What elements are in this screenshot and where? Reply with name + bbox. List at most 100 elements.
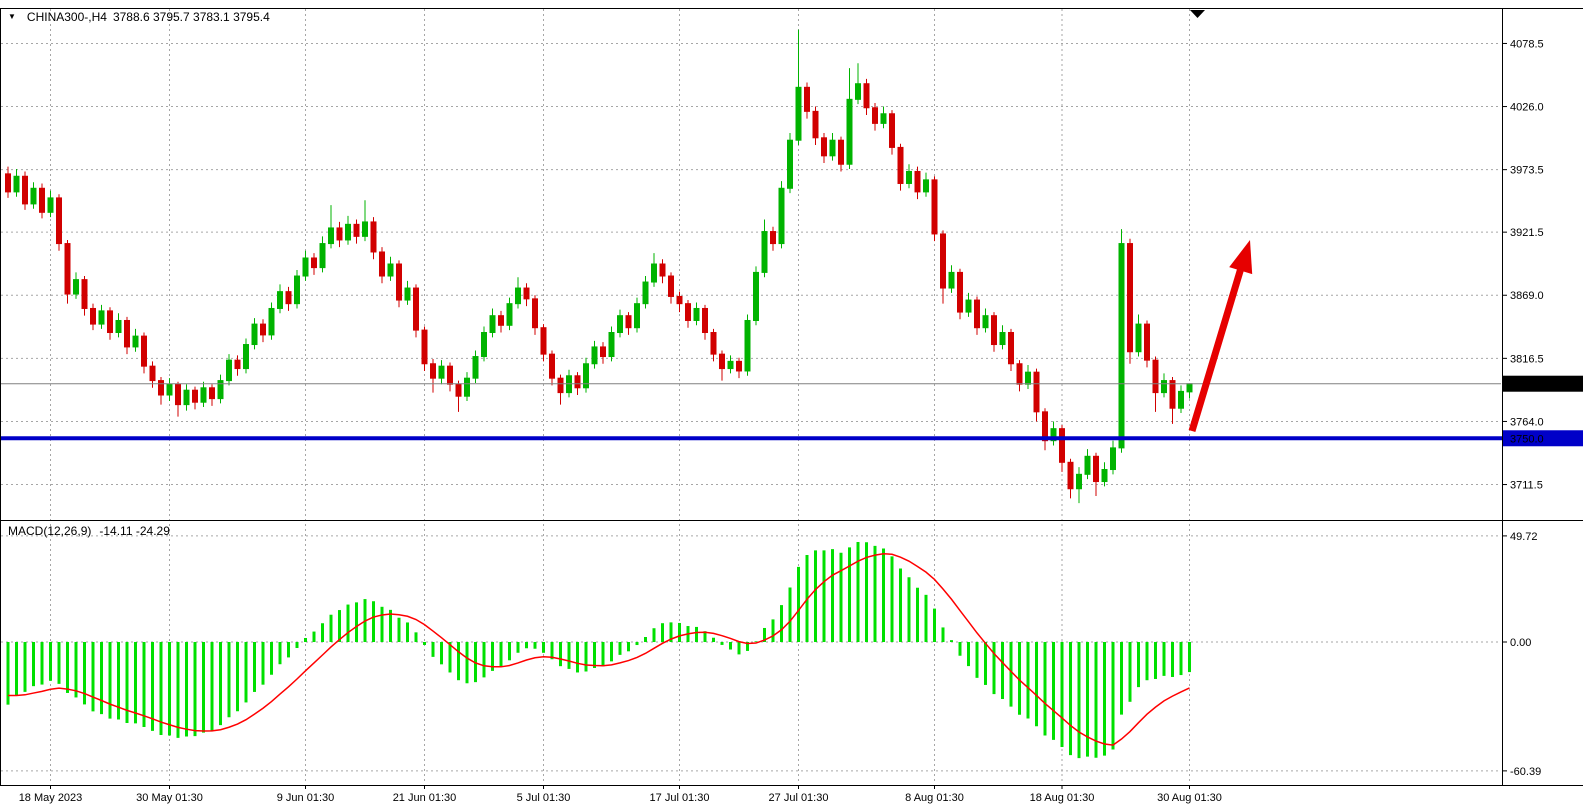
candle bbox=[260, 319, 266, 343]
candle bbox=[651, 253, 657, 287]
candle bbox=[268, 302, 275, 340]
candle bbox=[948, 265, 955, 293]
svg-text:3750.0: 3750.0 bbox=[1510, 433, 1544, 445]
candle bbox=[226, 354, 232, 386]
candle bbox=[379, 247, 385, 284]
indicator-values: -14.11 -24.29 bbox=[99, 524, 170, 538]
candle bbox=[362, 200, 368, 242]
candle bbox=[676, 291, 683, 313]
candle bbox=[1050, 421, 1057, 446]
candle bbox=[532, 295, 538, 335]
candle bbox=[991, 312, 997, 352]
candle bbox=[625, 312, 632, 335]
candle bbox=[13, 169, 20, 197]
candle bbox=[770, 226, 776, 251]
candle bbox=[39, 183, 45, 219]
candle bbox=[209, 384, 215, 406]
candle bbox=[668, 272, 674, 304]
candle bbox=[727, 355, 734, 374]
svg-text:4026.0: 4026.0 bbox=[1510, 102, 1544, 114]
time-axis-label: 18 May 2023 bbox=[19, 792, 83, 804]
candle bbox=[447, 362, 453, 392]
candle bbox=[1186, 383, 1193, 399]
candle bbox=[345, 215, 351, 245]
candle bbox=[906, 164, 912, 189]
candle bbox=[821, 132, 827, 164]
candle bbox=[234, 355, 241, 376]
candle bbox=[141, 332, 147, 374]
chart-title: ▼ CHINA300-,H4 3788.6 3795.7 3783.1 3795.4 bbox=[8, 10, 270, 24]
candle bbox=[251, 318, 258, 350]
price-axis[interactable]: 4078.5 4026.0 3973.5 3921.5 3869.0 3816.5 3764… bbox=[1502, 38, 1544, 492]
candle bbox=[90, 303, 96, 331]
candle bbox=[81, 276, 88, 316]
current-price-tag: 3795.4 bbox=[1503, 375, 1583, 392]
candle bbox=[22, 171, 28, 210]
candles-series bbox=[5, 29, 1193, 504]
candle bbox=[897, 143, 904, 191]
candle bbox=[1067, 458, 1074, 499]
candle bbox=[1127, 238, 1133, 364]
candle bbox=[1016, 360, 1023, 392]
candle bbox=[1101, 462, 1108, 487]
candle bbox=[438, 360, 445, 385]
candle bbox=[472, 350, 479, 383]
candle bbox=[455, 380, 462, 412]
candle bbox=[1178, 385, 1184, 414]
time-axis-label: 21 Jun 01:30 bbox=[393, 792, 457, 804]
time-axis-label: 8 Aug 01:30 bbox=[905, 792, 964, 804]
candle bbox=[1144, 320, 1150, 368]
candle bbox=[923, 172, 929, 197]
candle bbox=[787, 132, 793, 194]
svg-text:3869.0: 3869.0 bbox=[1510, 290, 1544, 302]
candle bbox=[617, 309, 623, 338]
candle bbox=[319, 236, 326, 273]
candle bbox=[175, 381, 181, 417]
time-axis[interactable]: 18 May 2023 30 May 01:30 9 Jun 01:30 21 Jun… bbox=[19, 785, 1222, 804]
candle bbox=[889, 110, 895, 155]
candle bbox=[200, 381, 207, 408]
symbol-marker-icon: ▼ bbox=[8, 12, 16, 21]
trend-arrow[interactable] bbox=[1188, 240, 1253, 433]
svg-text:3973.5: 3973.5 bbox=[1510, 165, 1544, 177]
candle bbox=[999, 325, 1006, 350]
svg-text:3764.0: 3764.0 bbox=[1510, 416, 1544, 428]
candle bbox=[1008, 328, 1014, 371]
time-axis-label: 5 Jul 01:30 bbox=[517, 792, 571, 804]
candle bbox=[1093, 452, 1099, 496]
indicator-name: MACD(12,26,9) bbox=[8, 524, 92, 538]
candle bbox=[736, 357, 742, 379]
candle bbox=[523, 283, 530, 307]
candle bbox=[404, 280, 411, 305]
candle bbox=[73, 272, 79, 299]
candle bbox=[353, 219, 360, 244]
chart-shift-marker-icon[interactable] bbox=[1190, 10, 1205, 18]
candle bbox=[880, 106, 887, 129]
symbol-period-label: CHINA300-,H4 bbox=[26, 10, 107, 24]
svg-text:3795.4: 3795.4 bbox=[1510, 379, 1544, 391]
candle bbox=[98, 304, 105, 329]
candle bbox=[1025, 364, 1031, 389]
candle bbox=[974, 296, 980, 335]
support-price-tag: 3750.0 bbox=[1503, 430, 1583, 447]
candle bbox=[659, 259, 666, 284]
candle bbox=[778, 181, 785, 249]
candle bbox=[1084, 449, 1091, 480]
candle bbox=[158, 376, 164, 405]
candle bbox=[693, 302, 700, 326]
candle bbox=[183, 384, 190, 411]
ohlc-values: 3788.6 3795.7 3783.1 3795.4 bbox=[112, 10, 270, 24]
macd-axis[interactable]: 49.72 0.00 -60.39 bbox=[1502, 531, 1541, 778]
time-axis-label: 9 Jun 01:30 bbox=[277, 792, 335, 804]
candle bbox=[481, 326, 487, 362]
candle bbox=[753, 266, 759, 326]
macd-histogram bbox=[6, 541, 1191, 759]
candle bbox=[515, 277, 521, 309]
candle bbox=[277, 284, 283, 314]
candle bbox=[540, 324, 547, 362]
candle bbox=[302, 250, 309, 281]
candle bbox=[863, 78, 870, 115]
candle bbox=[243, 338, 249, 374]
